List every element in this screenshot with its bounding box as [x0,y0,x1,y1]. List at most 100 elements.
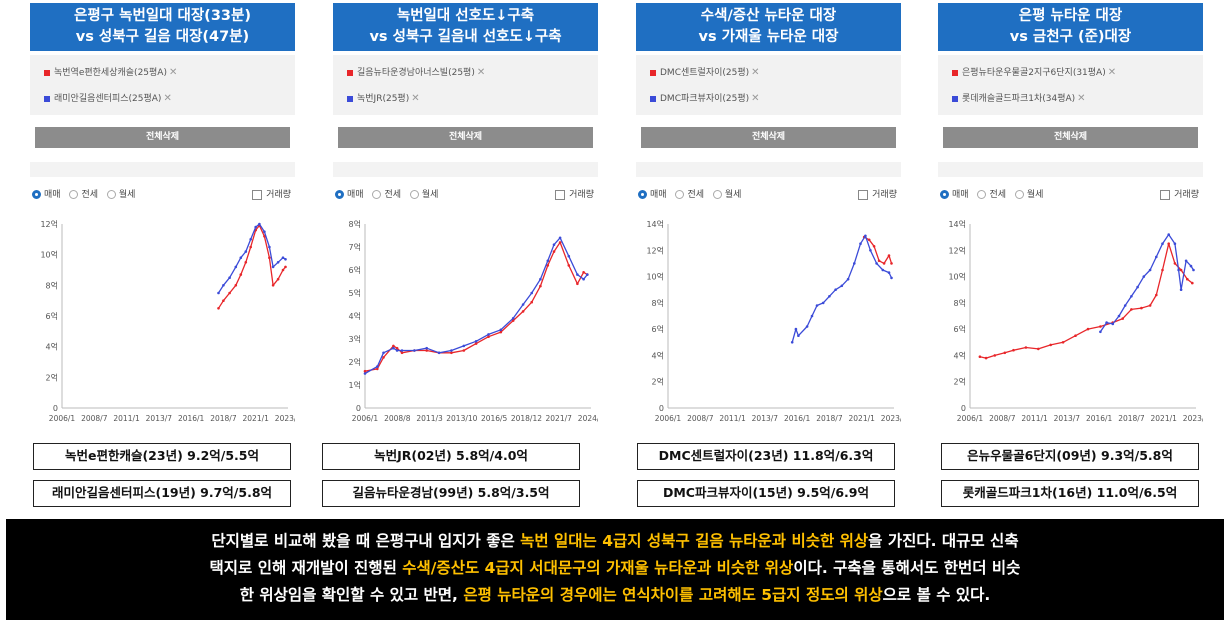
x-tick-label: 2016/1 [178,414,205,423]
series-color-swatch [347,69,353,76]
x-tick-label: 2021/7 [546,414,573,423]
radio-monthly[interactable]: 월세 [106,187,135,200]
remove-icon[interactable]: ✕ [476,67,486,78]
radio-monthly[interactable]: 월세 [712,187,741,200]
data-point [511,317,515,320]
y-tick-label: 0 [53,404,58,413]
data-point [392,344,395,348]
radio-sale[interactable]: 매매 [940,187,969,200]
remove-icon[interactable]: ✕ [411,93,420,104]
data-point [263,230,266,233]
data-point [1192,268,1195,272]
volume-checkbox[interactable]: 거래량 [858,187,897,200]
note-text: 한 위상임을 확인할 수 있고 반면, [239,586,464,604]
y-tick-label: 14억 [948,219,966,229]
remove-icon[interactable]: ✕ [1107,67,1117,78]
y-tick-label: 14억 [646,219,664,229]
data-point [217,291,220,295]
data-point [558,241,562,244]
divider [333,162,598,177]
data-point [258,222,261,226]
stat-box: 롯캐골드파크1차(16년) 11.0억/6.5억 [941,480,1199,507]
data-point [875,262,878,265]
data-point [1140,306,1143,310]
y-tick-label: 10억 [948,272,966,282]
data-point [1142,275,1146,278]
note-text: 을 가진다. 대규모 신축 [868,532,1019,550]
radio-sale[interactable]: 매매 [638,187,667,200]
volume-checkbox[interactable]: 거래량 [555,187,594,200]
note-text: 으로 볼 수 있다. [882,586,991,604]
x-tick-label: 2021/1 [1151,414,1178,423]
data-point [276,261,280,264]
data-point [1049,343,1052,347]
radio-jeonse[interactable]: 전세 [977,187,1006,200]
data-point [815,304,819,307]
remove-icon[interactable]: ✕ [751,67,760,78]
series-line-1 [217,224,287,309]
selected-items-list: 길음뉴타운경남아너스빌(25평) ✕ 녹번JR(25평) ✕ [333,55,598,115]
delete-all-button[interactable]: 전체삭제 [338,127,593,148]
stat-box: DMC센트럴자이(23년) 11.8억/6.3억 [637,443,895,470]
data-point [462,344,466,348]
header-line-2: vs 가재울 뉴타운 대장 [698,29,839,45]
note-line-3: 한 위상임을 확인할 수 있고 반면, 은평 뉴타운의 경우에는 연식차이를 고… [6,582,1224,609]
note-highlight: 수색/증산도 4급지 서대문구의 가재울 뉴타운과 비슷한 위상 [402,559,794,577]
radio-monthly[interactable]: 월세 [409,187,438,200]
x-tick-label: 2016/1 [784,414,811,423]
remove-icon[interactable]: ✕ [163,93,172,104]
radio-sale[interactable]: 매매 [335,187,364,200]
data-point [284,258,287,261]
item-label: 녹번JR(25평) [357,94,410,104]
data-point [993,354,997,357]
data-point [834,288,837,291]
delete-all-button[interactable]: 전체삭제 [35,127,290,148]
x-tick-label: 2023/7 [881,414,901,423]
data-point [576,273,579,276]
radio-sale[interactable]: 매매 [32,187,61,200]
radio-jeonse[interactable]: 전세 [372,187,401,200]
delete-all-button[interactable]: 전체삭제 [943,127,1198,148]
data-point [828,295,831,298]
data-point [395,349,399,352]
x-tick-label: 2006/1 [49,414,76,423]
remove-icon[interactable]: ✕ [751,93,760,104]
list-item: 롯데캐슬골드파크1차(34평A) ✕ [952,92,1086,106]
y-tick-label: 3억 [349,334,361,344]
price-line-chart: 0 1억 2억 3억 4억 5억 6억 7억 8억 2006/1 2008/8 2011/3 2013/… [349,219,598,423]
x-tick-label: 2023/7 [1183,414,1203,423]
note-line-1: 단지별로 비교해 봤을 때 은평구내 입지가 좋은 녹번 일대는 4급지 성북구… [6,528,1224,555]
item-label: 롯데캐슬골드파크1차(34평A) [962,94,1076,104]
deal-type-radio-group: 매매 전세 월세 [940,187,1049,200]
radio-jeonse[interactable]: 전세 [675,187,704,200]
series-line-1 [979,243,1193,359]
data-point [284,265,287,269]
stat-box: 녹번JR(02년) 5.8억/4.0억 [322,443,580,470]
price-line-chart: 0 2억 4억 6억 8억 10억 12억 2006/1 2008/7 2011/1 2013/7 2… [40,219,295,423]
data-point [1179,268,1183,272]
x-tick-label: 2008/7 [81,414,108,423]
data-point [268,245,271,249]
y-tick-label: 12억 [948,245,966,255]
radio-monthly[interactable]: 월세 [1014,187,1043,200]
remove-icon[interactable]: ✕ [1077,93,1086,104]
data-point [425,346,428,350]
stat-box: 은뉴우물골6단지(09년) 9.3억/5.8억 [941,443,1199,470]
delete-all-button[interactable]: 전체삭제 [641,127,896,148]
y-tick-label: 0 [961,404,966,413]
series-color-swatch [952,95,958,102]
remove-icon[interactable]: ✕ [168,67,178,78]
volume-checkbox[interactable]: 거래량 [1160,187,1199,200]
volume-checkbox[interactable]: 거래량 [252,187,291,200]
radio-jeonse[interactable]: 전세 [69,187,98,200]
data-point [400,349,404,352]
data-point [1161,242,1164,245]
data-point [474,342,478,345]
y-tick-label: 4억 [954,350,966,360]
note-line-2: 택지로 인해 재개발이 진행된 수색/증산도 4급지 서대문구의 가재울 뉴타운… [6,555,1224,582]
y-tick-label: 6억 [954,324,966,334]
data-point [487,335,490,338]
x-tick-label: 2018/12 [511,414,542,423]
data-point [363,372,367,375]
data-point [521,310,525,313]
